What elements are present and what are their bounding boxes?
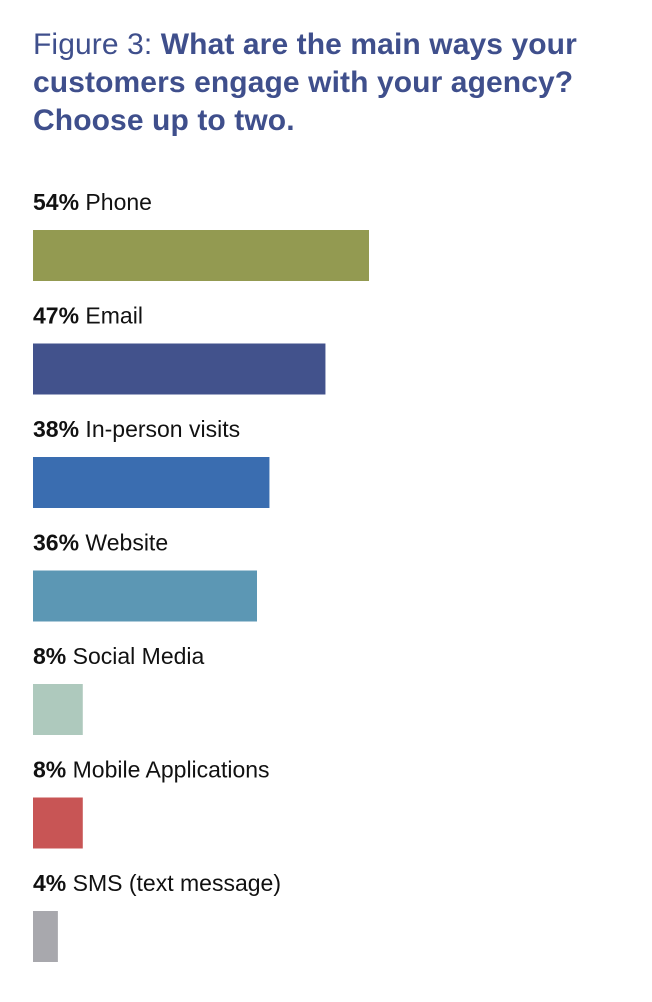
bar-category-label: Mobile Applications bbox=[66, 757, 269, 783]
figure-question: What are the main ways your customers en… bbox=[33, 28, 577, 137]
bar-label: 54% Phone bbox=[33, 189, 152, 215]
bar-value-label: 36% bbox=[33, 530, 79, 556]
bar-label: 38% In-person visits bbox=[33, 416, 240, 442]
bar-value-label: 47% bbox=[33, 303, 79, 329]
bar-category-label: Website bbox=[79, 530, 168, 556]
bar-value-label: 54% bbox=[33, 189, 79, 215]
bar bbox=[33, 230, 369, 281]
figure-number: Figure 3: bbox=[33, 28, 153, 61]
bar bbox=[33, 457, 270, 508]
bar-category-label: SMS (text message) bbox=[66, 870, 281, 896]
bar bbox=[33, 911, 58, 962]
bar-category-label: In-person visits bbox=[79, 416, 240, 442]
bar-label: 8% Mobile Applications bbox=[33, 757, 270, 783]
bar-label: 8% Social Media bbox=[33, 643, 205, 669]
bar bbox=[33, 684, 83, 735]
bar-label: 4% SMS (text message) bbox=[33, 870, 281, 896]
bar-category-label: Social Media bbox=[66, 643, 204, 669]
bar-category-label: Email bbox=[79, 303, 143, 329]
bar-value-label: 38% bbox=[33, 416, 79, 442]
bar-label: 36% Website bbox=[33, 530, 168, 556]
bar-value-label: 8% bbox=[33, 643, 66, 669]
bar-value-label: 8% bbox=[33, 757, 66, 783]
bar bbox=[33, 570, 257, 622]
bar-category-label: Phone bbox=[79, 189, 152, 215]
bar bbox=[33, 797, 83, 849]
figure-title: Figure 3: What are the main ways your cu… bbox=[33, 26, 633, 140]
bar-value-label: 4% bbox=[33, 870, 66, 896]
bar bbox=[33, 343, 326, 395]
bar-label: 47% Email bbox=[33, 303, 143, 329]
